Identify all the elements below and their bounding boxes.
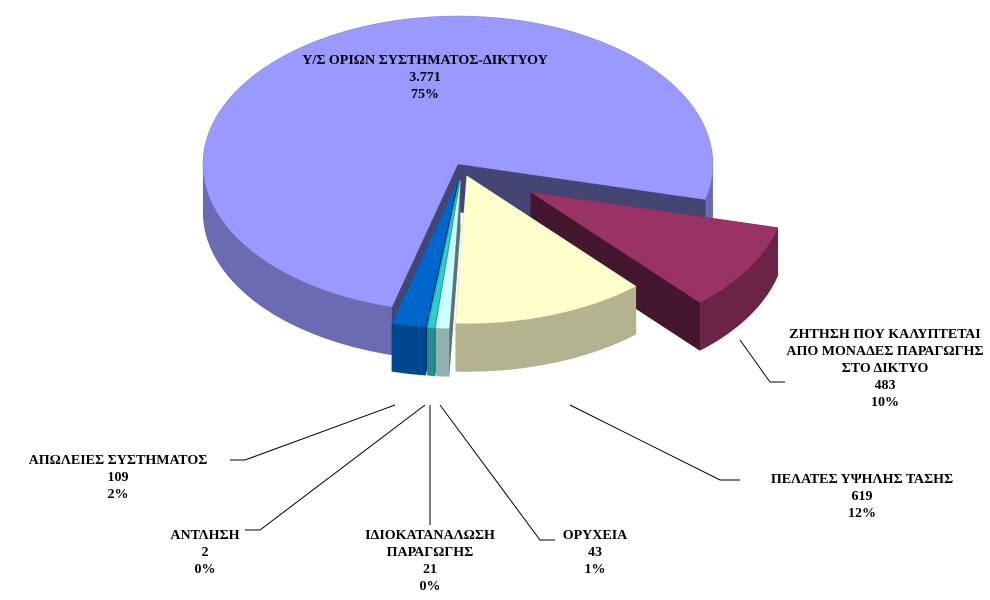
value-label: 43	[588, 545, 602, 560]
slice-label: ΑΠΩΛΕΙΕΣ ΣΥΣΤΗΜΑΤΟΣ 109 2%	[3, 452, 233, 503]
slice-outer-side	[428, 327, 435, 376]
percent-label: 1%	[584, 562, 606, 577]
category-label: ΙΔΙΟΚΑΤΑΝΑΛΩΣΗ ΠΑΡΑΓΩΓΗΣ	[365, 528, 495, 560]
slice-outer-side	[455, 286, 637, 372]
slice-label: ΟΡΥΧΕΙΑ 43 1%	[535, 527, 655, 578]
slice-label: ΠΕΛΑΤΕΣ ΥΨΗΛΗΣ ΤΑΣΗΣ 619 12%	[742, 471, 982, 522]
slice-outer-side	[391, 323, 426, 376]
category-label: ΖΗΤΗΣΗ ΠΟΥ ΚΑΛΥΠΤΕΤΑΙ ΑΠΟ ΜΟΝΑΔΕΣ ΠΑΡΑΓΩ…	[786, 327, 984, 376]
slice-outer-side	[202, 164, 392, 355]
percent-label: 75%	[411, 87, 439, 102]
category-label: Υ/Σ ΟΡΙΩΝ ΣΥΣΤΗΜΑΤΟΣ-ΔΙΚΤΥΟΥ	[302, 53, 548, 68]
value-label: 619	[851, 489, 873, 504]
leader-line	[439, 404, 555, 541]
category-label: ΠΕΛΑΤΕΣ ΥΨΗΛΗΣ ΤΑΣΗΣ	[770, 472, 954, 487]
value-label: 109	[107, 470, 129, 485]
leader-line	[739, 339, 785, 383]
category-label: ΑΝΤΛΗΣΗ	[170, 528, 240, 543]
slice	[202, 15, 714, 308]
percent-label: 12%	[848, 506, 876, 521]
percent-label: 0%	[419, 579, 441, 594]
leader-line	[569, 404, 740, 481]
slice-label: ΑΝΤΛΗΣΗ 2 0%	[155, 527, 255, 578]
percent-label: 2%	[107, 487, 129, 502]
slice	[435, 180, 461, 329]
slice	[391, 180, 459, 328]
slice-outer-side	[435, 328, 450, 377]
leader-line	[230, 404, 396, 461]
percent-label: 0%	[194, 562, 216, 577]
slice	[530, 191, 779, 303]
percent-label: 10%	[871, 395, 899, 410]
value-label: 2	[201, 545, 209, 560]
slice-outer-side	[427, 327, 428, 376]
slice-label: ΙΔΙΟΚΑΤΑΝΑΛΩΣΗ ΠΑΡΑΓΩΓΗΣ 21 0%	[350, 527, 510, 595]
slice-radial-side	[530, 192, 700, 351]
slice	[427, 180, 460, 329]
leader-line	[245, 404, 426, 531]
slice-label: ΖΗΤΗΣΗ ΠΟΥ ΚΑΛΥΠΤΕΤΑΙ ΑΠΟ ΜΟΝΑΔΕΣ ΠΑΡΑΓΩ…	[785, 326, 985, 411]
leader-lines	[230, 339, 785, 541]
slice	[455, 175, 637, 324]
slice-label: Υ/Σ ΟΡΙΩΝ ΣΥΣΤΗΜΑΤΟΣ-ΔΙΚΤΥΟΥ 3.771 75%	[300, 52, 550, 103]
value-label: 483	[874, 378, 896, 393]
category-label: ΑΠΩΛΕΙΕΣ ΣΥΣΤΗΜΑΤΟΣ	[28, 453, 208, 468]
slice	[426, 180, 460, 328]
value-label: 21	[423, 562, 437, 577]
category-label: ΟΡΥΧΕΙΑ	[562, 528, 628, 543]
value-label: 3.771	[409, 70, 441, 85]
